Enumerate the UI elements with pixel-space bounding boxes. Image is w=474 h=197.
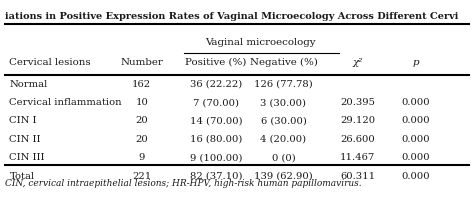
Text: 14 (70.00): 14 (70.00) [190, 116, 242, 125]
Text: Cervical inflammation: Cervical inflammation [9, 98, 122, 107]
Text: 7 (70.00): 7 (70.00) [193, 98, 239, 107]
Text: Positive (%): Positive (%) [185, 58, 247, 67]
Text: 9 (100.00): 9 (100.00) [190, 153, 242, 162]
Text: Cervical lesions: Cervical lesions [9, 58, 91, 67]
Text: 26.600: 26.600 [340, 135, 375, 144]
Text: Number: Number [120, 58, 163, 67]
Text: 20.395: 20.395 [340, 98, 375, 107]
Text: 60.311: 60.311 [340, 172, 375, 180]
Text: 82 (37.10): 82 (37.10) [190, 172, 242, 180]
Text: 20: 20 [136, 116, 148, 125]
Text: 9: 9 [138, 153, 145, 162]
Text: 29.120: 29.120 [340, 116, 375, 125]
Text: 162: 162 [132, 80, 151, 89]
Text: 4 (20.00): 4 (20.00) [260, 135, 307, 144]
Text: χ²: χ² [353, 58, 363, 67]
Text: p: p [412, 58, 419, 67]
Text: Negative (%): Negative (%) [249, 58, 318, 67]
Text: CIN III: CIN III [9, 153, 45, 162]
Text: 20: 20 [136, 135, 148, 144]
Text: CIN I: CIN I [9, 116, 37, 125]
Text: 0.000: 0.000 [401, 172, 430, 180]
Text: 126 (77.78): 126 (77.78) [254, 80, 313, 89]
Text: 0.000: 0.000 [401, 153, 430, 162]
Text: 10: 10 [136, 98, 148, 107]
Text: 3 (30.00): 3 (30.00) [260, 98, 307, 107]
Text: 0.000: 0.000 [401, 116, 430, 125]
Text: 0.000: 0.000 [401, 98, 430, 107]
Text: 0.000: 0.000 [401, 135, 430, 144]
Text: iations in Positive Expression Rates of Vaginal Microecology Across Different Ce: iations in Positive Expression Rates of … [5, 12, 458, 21]
Text: 11.467: 11.467 [340, 153, 375, 162]
Text: 6 (30.00): 6 (30.00) [261, 116, 306, 125]
Text: CIN, cervical intraepithelial lesions; HR-HPV, high-risk human papillomavirus.: CIN, cervical intraepithelial lesions; H… [5, 179, 361, 189]
Text: 139 (62.90): 139 (62.90) [254, 172, 313, 180]
Text: 0 (0): 0 (0) [272, 153, 295, 162]
Text: 221: 221 [132, 172, 151, 180]
Text: Normal: Normal [9, 80, 47, 89]
Text: 36 (22.22): 36 (22.22) [190, 80, 242, 89]
Text: Vaginal microecology: Vaginal microecology [205, 38, 316, 47]
Text: 16 (80.00): 16 (80.00) [190, 135, 242, 144]
Text: CIN II: CIN II [9, 135, 41, 144]
Text: Total: Total [9, 172, 35, 180]
